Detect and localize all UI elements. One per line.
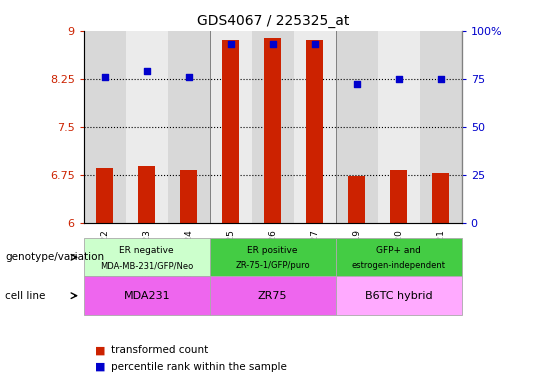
Text: MDA231: MDA231: [123, 291, 170, 301]
Bar: [336, 31, 377, 223]
Bar: [433, 173, 449, 223]
Text: ZR-75-1/GFP/puro: ZR-75-1/GFP/puro: [235, 261, 310, 270]
Text: ■: ■: [94, 362, 105, 372]
Text: ■: ■: [94, 345, 105, 355]
Point: [100, 74, 109, 80]
Bar: [252, 31, 294, 223]
Bar: [210, 31, 252, 223]
Bar: [84, 31, 126, 223]
Bar: [96, 168, 113, 223]
Bar: [138, 166, 155, 223]
Text: transformed count: transformed count: [111, 345, 208, 355]
Point: [394, 76, 403, 82]
Point: [143, 68, 151, 74]
Bar: [222, 40, 239, 223]
Text: genotype/variation: genotype/variation: [5, 252, 105, 262]
Bar: [180, 170, 197, 223]
Text: GFP+ and: GFP+ and: [376, 246, 421, 255]
Bar: [306, 40, 323, 223]
Bar: [210, 276, 336, 315]
Bar: [168, 31, 210, 223]
Bar: [294, 31, 336, 223]
Point: [184, 74, 193, 80]
Title: GDS4067 / 225325_at: GDS4067 / 225325_at: [197, 14, 349, 28]
Bar: [126, 31, 168, 223]
Bar: [210, 238, 336, 276]
Bar: [264, 38, 281, 223]
Text: percentile rank within the sample: percentile rank within the sample: [111, 362, 287, 372]
Point: [353, 81, 361, 88]
Point: [226, 41, 235, 47]
Text: ER positive: ER positive: [247, 246, 298, 255]
Point: [268, 41, 277, 47]
Bar: [348, 176, 365, 223]
Bar: [420, 31, 462, 223]
Text: ER negative: ER negative: [119, 246, 174, 255]
Bar: [336, 276, 462, 315]
Bar: [84, 276, 210, 315]
Text: ZR75: ZR75: [258, 291, 287, 301]
Text: cell line: cell line: [5, 291, 46, 301]
Point: [436, 76, 445, 82]
Bar: [377, 31, 420, 223]
Text: B6TC hybrid: B6TC hybrid: [365, 291, 433, 301]
Point: [310, 41, 319, 47]
Bar: [84, 238, 210, 276]
Bar: [390, 170, 407, 223]
Text: MDA-MB-231/GFP/Neo: MDA-MB-231/GFP/Neo: [100, 261, 193, 270]
Bar: [336, 238, 462, 276]
Text: estrogen-independent: estrogen-independent: [352, 261, 446, 270]
